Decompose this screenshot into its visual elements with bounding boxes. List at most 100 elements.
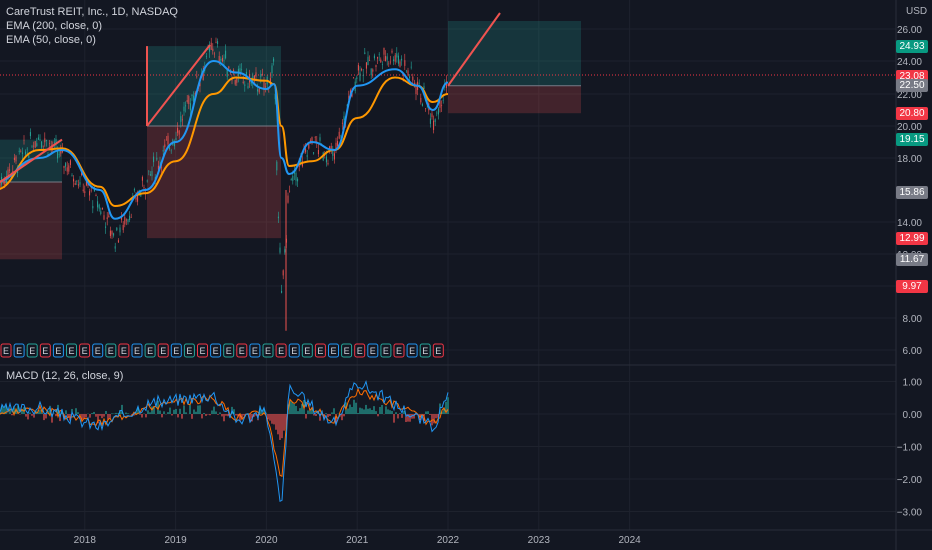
price-tag[interactable]: 15.86 [896,185,928,199]
signal-line [0,387,449,477]
earnings-marker[interactable]: E [380,343,392,358]
earnings-marker[interactable]: E [432,343,444,358]
candle-body [388,63,390,65]
macd-histogram-bar [205,414,207,416]
candle-body [418,82,420,84]
earnings-marker[interactable]: E [419,343,431,358]
macd-histogram-bar [311,407,313,414]
candle-body [45,140,47,141]
price-tag[interactable]: 12.99 [896,231,928,245]
ema200-legend[interactable]: EMA (200, close, 0) [6,20,102,32]
macd-histogram-bar [125,412,127,414]
earnings-marker[interactable]: E [157,343,169,358]
candle-body [23,139,25,141]
macd-histogram-bar [351,407,353,414]
candle-body [133,189,135,191]
profit-zone[interactable] [147,46,281,127]
symbol-legend[interactable]: CareTrust REIT, Inc., 1D, NASDAQ [6,6,178,18]
earnings-marker[interactable]: E [288,343,300,358]
earnings-marker[interactable]: E [341,343,353,358]
macd-histogram-bar [43,414,45,421]
candle-body [53,142,55,144]
earnings-marker[interactable]: E [301,343,313,358]
macd-histogram-bar [389,410,391,414]
earnings-marker[interactable]: E [223,343,235,358]
candle-body [149,174,151,176]
macd-histogram-bar [309,409,311,414]
earnings-marker[interactable]: E [275,343,287,358]
candle-body [167,135,169,145]
macd-histogram-bar [367,408,369,414]
macd-histogram-bar [179,408,181,414]
candle-body [173,141,175,147]
earnings-marker[interactable]: E [0,343,12,358]
candle-body [229,72,231,73]
earnings-marker[interactable]: E [66,343,77,358]
earnings-marker[interactable]: E [39,343,51,358]
price-tag[interactable]: 19.15 [896,133,928,147]
earnings-marker[interactable]: E [354,343,366,358]
price-tag[interactable]: 24.93 [896,39,928,53]
earnings-marker[interactable]: E [79,343,91,358]
macd-legend[interactable]: MACD (12, 26, close, 9) [6,370,124,382]
macd-histogram-bar [255,414,257,416]
earnings-marker[interactable]: E [170,343,182,358]
position-path [0,138,63,183]
ema50-legend[interactable]: EMA (50, close, 0) [6,34,96,46]
earnings-marker[interactable]: E [393,343,405,358]
profit-zone[interactable] [448,21,581,86]
earnings-marker[interactable]: E [183,343,195,358]
earnings-marker[interactable]: E [314,343,326,358]
macd-histogram-bar [393,414,395,423]
earnings-marker[interactable]: E [105,343,117,358]
earnings-marker[interactable]: E [328,343,339,358]
candle-body [242,81,244,83]
earnings-marker[interactable]: E [197,343,208,358]
earnings-marker[interactable]: E [92,343,104,358]
candle-body [82,189,84,191]
candle-body [178,130,180,135]
macd-histogram-bar [375,411,377,414]
macd-histogram-bar [239,414,241,422]
loss-zone[interactable] [0,182,62,260]
macd-histogram-bar [77,412,79,414]
candle-body [157,165,159,170]
earnings-marker[interactable]: E [406,343,418,358]
candle-body [76,180,78,182]
earnings-marker[interactable]: E [367,343,379,358]
price-tag[interactable]: 20.80 [896,106,928,120]
macd-histogram-bar [85,414,87,418]
candle-body [365,62,367,69]
loss-zone[interactable] [147,126,281,239]
candle-body [217,41,219,44]
macd-histogram-bar [17,404,19,414]
candle-body [370,68,372,76]
macd-histogram-bar [11,414,13,416]
price-tag[interactable]: 22.50 [896,79,928,93]
earnings-marker[interactable]: E [210,343,222,358]
svg-text:E: E [147,346,153,356]
earnings-marker[interactable]: E [249,343,261,358]
earnings-marker[interactable]: E [13,343,25,358]
earnings-marker[interactable]: E [144,343,156,358]
candle-body [181,119,183,121]
earnings-marker[interactable]: E [131,343,143,358]
candle-body [349,90,351,95]
price-tag[interactable]: 9.97 [896,279,928,293]
candle-body [313,152,315,154]
earnings-marker[interactable]: E [52,343,64,358]
loss-zone[interactable] [448,85,581,114]
earnings-marker[interactable]: E [262,343,274,358]
earnings-marker[interactable]: E [26,343,38,358]
price-axis-tick: 20.00 [897,122,922,133]
macd-histogram-bar [29,412,31,414]
time-axis-tick: 2024 [618,535,641,546]
earnings-marker[interactable]: E [236,343,248,358]
candle-body [292,175,294,181]
macd-histogram-bar [411,414,413,419]
earnings-marker[interactable]: E [118,343,130,358]
macd-histogram-bar [365,404,367,414]
price-tag[interactable]: 11.67 [896,252,928,266]
